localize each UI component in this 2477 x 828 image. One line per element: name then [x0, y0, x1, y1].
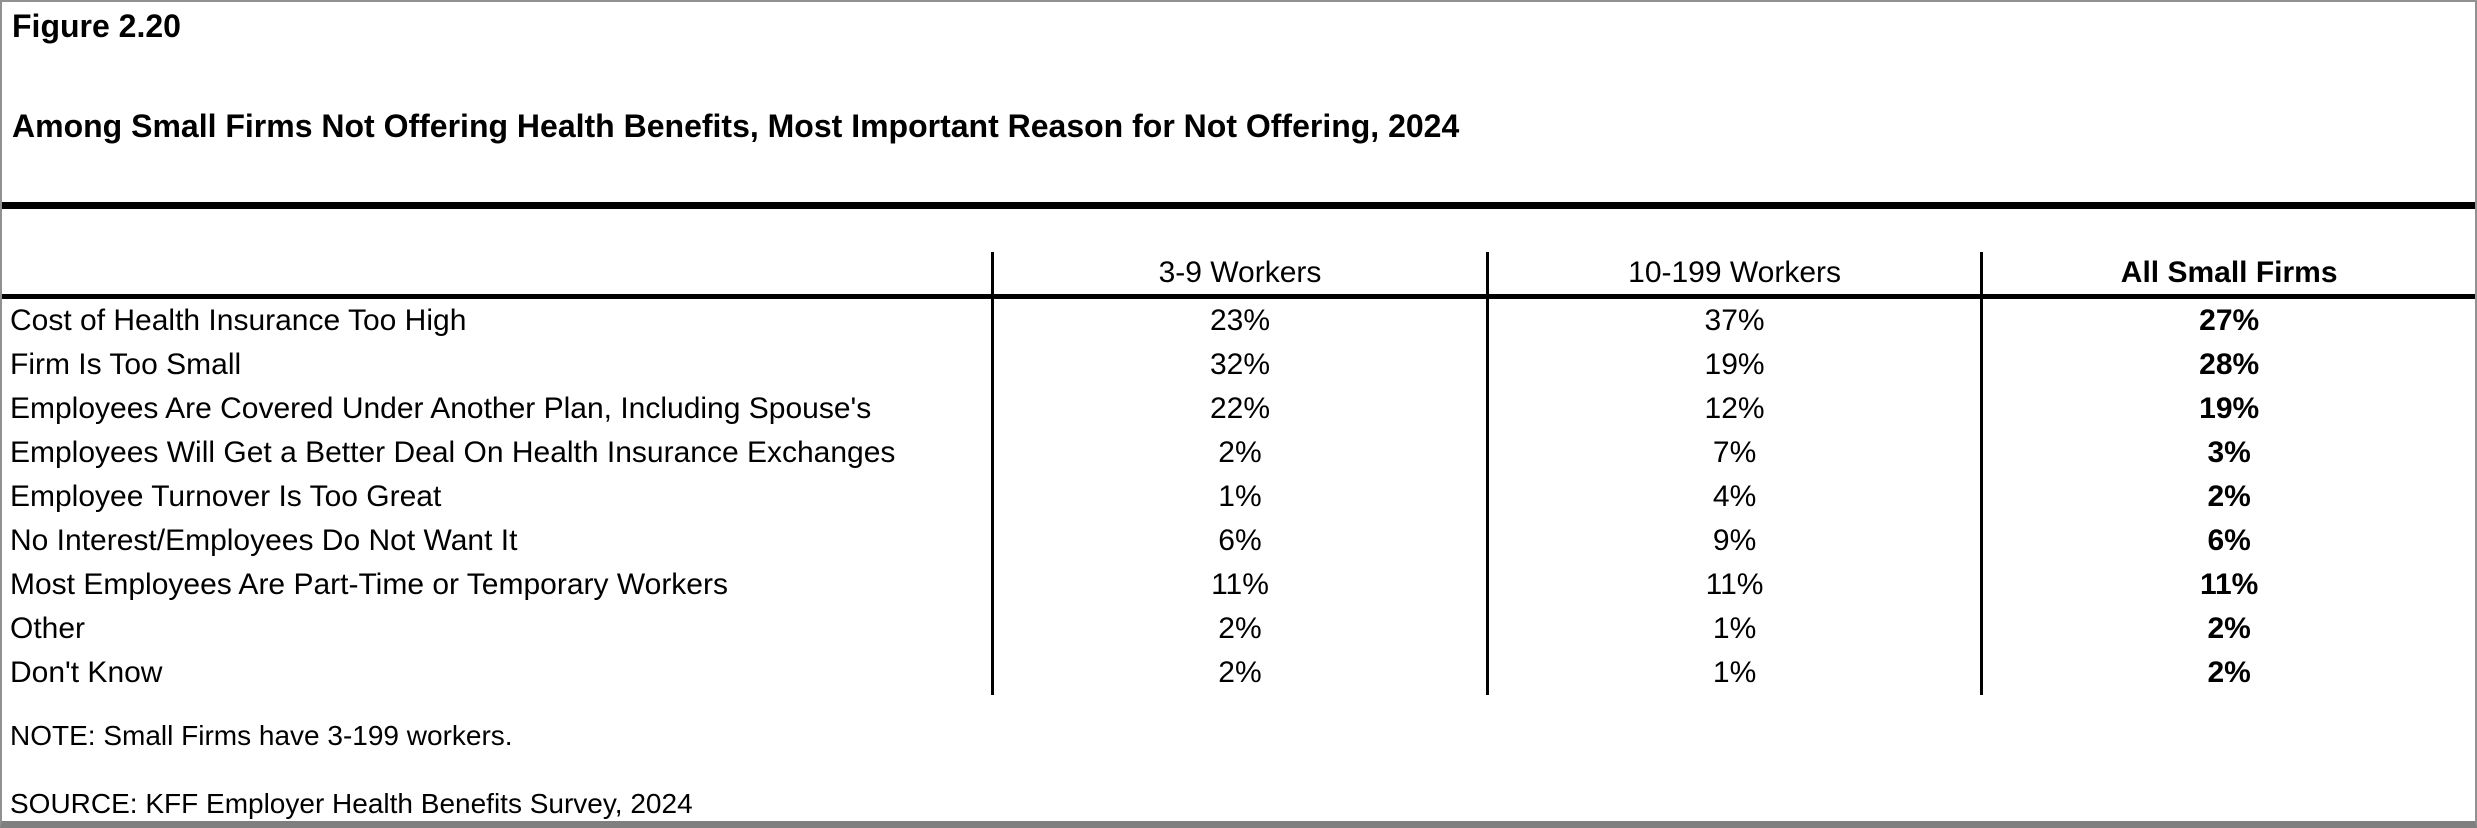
cell-value: 11% [1980, 563, 2475, 607]
row-label: Other [10, 612, 86, 645]
cell-value: 19% [1980, 387, 2475, 431]
cell-value: 3% [1980, 431, 2475, 475]
figure-title: Among Small Firms Not Offering Health Be… [12, 108, 1460, 144]
column-header-3-9-workers: 3-9 Workers [991, 252, 1486, 294]
cell-value: 4% [1485, 475, 1981, 519]
cell-value: 28% [1980, 343, 2475, 387]
cell-value: 2% [991, 651, 1486, 695]
table-row: Most Employees Are Part-Time or Temporar… [2, 563, 2475, 607]
title-divider-rule [2, 202, 2475, 209]
cell-value: 37% [1485, 299, 1981, 343]
table-row: Employee Turnover Is Too Great 1% 4% 2% [2, 475, 2475, 519]
cell-value: 6% [1980, 519, 2475, 563]
cell-value: 11% [1485, 563, 1981, 607]
table-row: Other 2% 1% 2% [2, 607, 2475, 651]
row-label: Employees Are Covered Under Another Plan… [10, 392, 872, 425]
cell-value: 7% [1485, 431, 1981, 475]
cell-value: 12% [1485, 387, 1981, 431]
cell-value: 22% [991, 387, 1486, 431]
column-header-10-199-workers: 10-199 Workers [1485, 252, 1981, 294]
table-row: Firm Is Too Small 32% 19% 28% [2, 343, 2475, 387]
table-row: Employees Are Covered Under Another Plan… [2, 387, 2475, 431]
table-row: No Interest/Employees Do Not Want It 6% … [2, 519, 2475, 563]
row-label: No Interest/Employees Do Not Want It [10, 524, 518, 557]
row-label: Employees Will Get a Better Deal On Heal… [10, 436, 896, 469]
cell-value: 6% [991, 519, 1486, 563]
table-row: Cost of Health Insurance Too High 23% 37… [2, 299, 2475, 343]
table-row: Don't Know 2% 1% 2% [2, 651, 2475, 695]
row-label: Cost of Health Insurance Too High [10, 304, 467, 337]
source-line: SOURCE: KFF Employer Health Benefits Sur… [10, 788, 693, 819]
figure-number: Figure 2.20 [12, 8, 181, 44]
cell-value: 1% [1485, 651, 1981, 695]
cell-value: 11% [991, 563, 1486, 607]
cell-value: 2% [1980, 607, 2475, 651]
cell-value: 9% [1485, 519, 1981, 563]
cell-value: 23% [991, 299, 1486, 343]
header-reason-column-spacer [2, 252, 991, 294]
table-row: Employees Will Get a Better Deal On Heal… [2, 431, 2475, 475]
row-label: Employee Turnover Is Too Great [10, 480, 442, 513]
cell-value: 2% [991, 431, 1486, 475]
row-label: Firm Is Too Small [10, 348, 242, 381]
cell-value: 2% [1980, 651, 2475, 695]
row-label: Most Employees Are Part-Time or Temporar… [10, 568, 728, 601]
table-header-row: 3-9 Workers 10-199 Workers All Small Fir… [2, 252, 2475, 299]
cell-value: 27% [1980, 299, 2475, 343]
cell-value: 2% [991, 607, 1486, 651]
cell-value: 1% [991, 475, 1486, 519]
cell-value: 2% [1980, 475, 2475, 519]
footnote: NOTE: Small Firms have 3-199 workers. [10, 720, 513, 751]
cell-value: 32% [991, 343, 1486, 387]
row-label: Don't Know [10, 656, 163, 689]
data-table: 3-9 Workers 10-199 Workers All Small Fir… [2, 252, 2475, 695]
cell-value: 19% [1485, 343, 1981, 387]
cell-value: 1% [1485, 607, 1981, 651]
column-header-all-small-firms: All Small Firms [1980, 252, 2475, 294]
